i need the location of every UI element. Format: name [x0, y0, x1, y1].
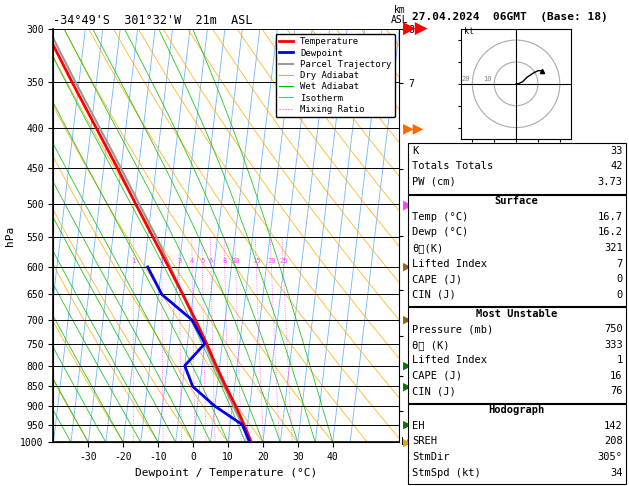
Text: -34°49'S  301°32'W  21m  ASL: -34°49'S 301°32'W 21m ASL — [53, 14, 253, 27]
X-axis label: Dewpoint / Temperature (°C): Dewpoint / Temperature (°C) — [135, 468, 318, 478]
Text: km
ASL: km ASL — [391, 5, 408, 25]
Text: Mixing Ratio (g/kg): Mixing Ratio (g/kg) — [434, 201, 444, 312]
Text: ▶: ▶ — [403, 437, 411, 447]
Text: StmSpd (kt): StmSpd (kt) — [412, 468, 481, 478]
Y-axis label: hPa: hPa — [4, 226, 14, 246]
Text: 25: 25 — [279, 258, 287, 264]
Text: 10: 10 — [484, 76, 492, 82]
Text: 208: 208 — [604, 436, 623, 447]
Text: CAPE (J): CAPE (J) — [412, 274, 462, 284]
Text: CAPE (J): CAPE (J) — [412, 371, 462, 381]
Text: CIN (J): CIN (J) — [412, 386, 456, 397]
Text: ▶: ▶ — [403, 382, 411, 392]
Text: kt: kt — [464, 27, 474, 35]
Text: 15: 15 — [252, 258, 260, 264]
Text: 76: 76 — [610, 386, 623, 397]
Text: 8: 8 — [223, 258, 227, 264]
Text: Temp (°C): Temp (°C) — [412, 212, 468, 222]
Text: CIN (J): CIN (J) — [412, 290, 456, 300]
Text: 0: 0 — [616, 290, 623, 300]
Text: 16: 16 — [610, 371, 623, 381]
Text: Surface: Surface — [495, 196, 538, 207]
Text: Most Unstable: Most Unstable — [476, 309, 557, 319]
Text: 10: 10 — [231, 258, 240, 264]
Text: 305°: 305° — [598, 452, 623, 462]
Text: 20: 20 — [267, 258, 276, 264]
Text: PW (cm): PW (cm) — [412, 177, 456, 187]
Text: ▶: ▶ — [403, 315, 411, 325]
Text: 7: 7 — [616, 259, 623, 269]
Text: Totals Totals: Totals Totals — [412, 161, 493, 172]
Text: 4: 4 — [190, 258, 194, 264]
Legend: Temperature, Dewpoint, Parcel Trajectory, Dry Adiabat, Wet Adiabat, Isotherm, Mi: Temperature, Dewpoint, Parcel Trajectory… — [276, 34, 395, 118]
Text: θᴇ(K): θᴇ(K) — [412, 243, 443, 253]
Text: 16.7: 16.7 — [598, 212, 623, 222]
Text: ▶: ▶ — [403, 419, 411, 430]
Text: 33: 33 — [610, 146, 623, 156]
Text: 0: 0 — [616, 274, 623, 284]
Text: 6: 6 — [209, 258, 213, 264]
Text: Dewp (°C): Dewp (°C) — [412, 227, 468, 238]
Text: 1: 1 — [131, 258, 136, 264]
Text: 321: 321 — [604, 243, 623, 253]
Text: ▶: ▶ — [403, 361, 411, 371]
Text: 5: 5 — [200, 258, 204, 264]
Text: Lifted Index: Lifted Index — [412, 355, 487, 365]
Text: Pressure (mb): Pressure (mb) — [412, 324, 493, 334]
Text: Hodograph: Hodograph — [489, 405, 545, 416]
Text: 42: 42 — [610, 161, 623, 172]
Text: Lifted Index: Lifted Index — [412, 259, 487, 269]
Text: 750: 750 — [604, 324, 623, 334]
Text: EH: EH — [412, 421, 425, 431]
Text: 2: 2 — [160, 258, 164, 264]
Text: 16.2: 16.2 — [598, 227, 623, 238]
Text: 3.73: 3.73 — [598, 177, 623, 187]
Text: K: K — [412, 146, 418, 156]
Text: ▶: ▶ — [403, 198, 412, 211]
Text: 20: 20 — [462, 76, 470, 82]
Text: © weatheronline.co.uk: © weatheronline.co.uk — [409, 471, 522, 480]
Text: LCL: LCL — [401, 437, 419, 447]
Text: 142: 142 — [604, 421, 623, 431]
Text: ▶▶: ▶▶ — [403, 121, 424, 135]
Text: ▶▶: ▶▶ — [403, 20, 428, 38]
Text: 1: 1 — [616, 355, 623, 365]
Text: 3: 3 — [177, 258, 181, 264]
Text: StmDir: StmDir — [412, 452, 450, 462]
Text: 27.04.2024  06GMT  (Base: 18): 27.04.2024 06GMT (Base: 18) — [412, 12, 608, 22]
Text: 34: 34 — [610, 468, 623, 478]
Text: 333: 333 — [604, 340, 623, 350]
Text: ▶: ▶ — [403, 262, 411, 272]
Text: SREH: SREH — [412, 436, 437, 447]
Text: θᴇ (K): θᴇ (K) — [412, 340, 450, 350]
